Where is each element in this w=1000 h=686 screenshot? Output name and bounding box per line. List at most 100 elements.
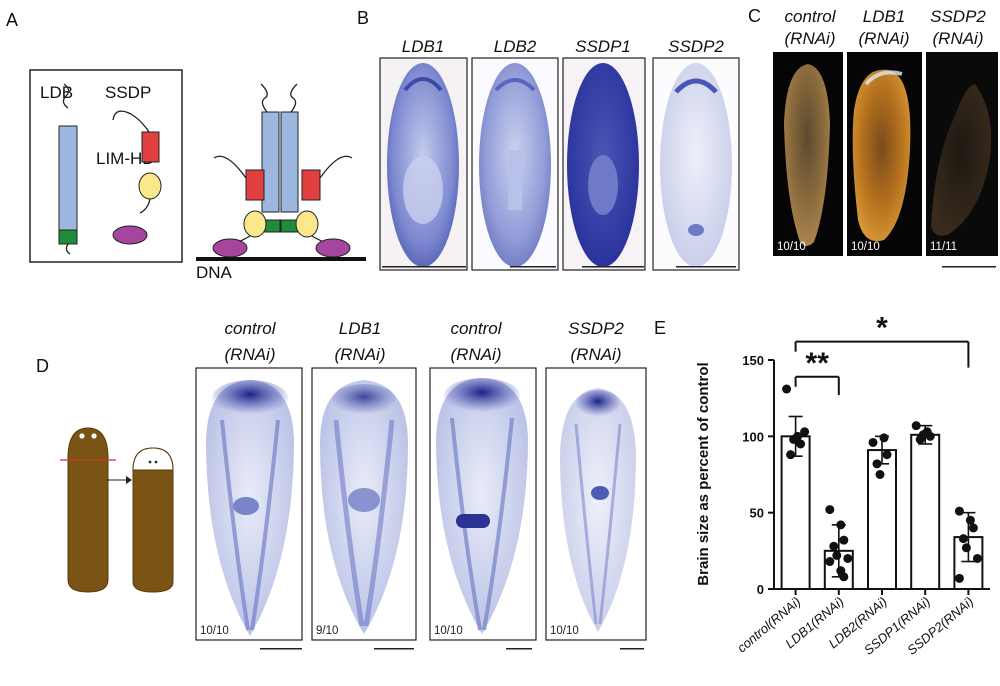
d-count-3: 10/10 xyxy=(434,625,463,637)
bar xyxy=(910,433,941,590)
ldb-tail xyxy=(62,83,70,109)
data-point xyxy=(800,427,810,437)
data-point xyxy=(829,541,839,551)
panel-letter-d: D xyxy=(36,356,49,376)
ldb-body-icon xyxy=(58,125,78,231)
data-point xyxy=(836,520,846,530)
c-label-2-line2: (RNAi) xyxy=(859,29,910,48)
complex-ldb-right xyxy=(280,111,299,213)
c-label-2-line1: LDB1 xyxy=(863,7,906,26)
complex-ssdp-left xyxy=(245,169,265,201)
worm-ssdp2 xyxy=(660,63,732,267)
data-point xyxy=(882,450,892,460)
cartoon-new-eye-left-icon xyxy=(148,460,152,464)
data-point xyxy=(965,515,975,525)
d-worm-1-nerve-right xyxy=(250,419,280,631)
scale-bar-b4 xyxy=(676,266,736,268)
d-worm-4-nerve-left xyxy=(574,423,598,625)
c-label-3-line2: (RNAi) xyxy=(933,29,984,48)
live-worm-ldb1 xyxy=(852,69,911,242)
complex-lim-right xyxy=(295,210,319,238)
d-label-1-line1: control xyxy=(224,319,276,338)
d-count-2: 9/10 xyxy=(316,625,338,637)
live-worm-ldb1-glare xyxy=(864,70,903,86)
worm-ldb2-pharynx xyxy=(508,150,522,210)
d-count-4: 10/10 xyxy=(550,625,579,637)
scale-bar-b1 xyxy=(382,266,466,268)
panel-e: E Brain size as percent of control 0 50 10… xyxy=(654,312,990,658)
y-tick-label: 150 xyxy=(742,353,764,368)
bar-chart: 050100150control(RNAi)LDB1(RNAi)LDB2(RNA… xyxy=(734,312,990,658)
worm-ssdp2-pharynx xyxy=(688,224,704,236)
c-count-2: 10/10 xyxy=(851,241,880,253)
d-worm-2-pharynx xyxy=(348,488,380,512)
label-ssdp: SSDP xyxy=(105,83,151,102)
c-count-1: 10/10 xyxy=(777,241,806,253)
data-point xyxy=(786,450,796,460)
panel-letter-a: A xyxy=(6,10,18,30)
worm-ldb2-brain xyxy=(494,78,536,92)
data-point xyxy=(839,572,849,582)
lim-domain-icon xyxy=(138,172,162,200)
live-worm-ssdp2 xyxy=(931,84,992,236)
y-tick-label: 50 xyxy=(750,506,764,521)
complex-ldb-left xyxy=(261,111,280,213)
data-point xyxy=(879,433,889,443)
d-worm-1-pharynx xyxy=(233,497,259,515)
cartoon-new-eye-right-icon xyxy=(154,460,158,464)
significance-label: ** xyxy=(806,347,830,380)
c-count-3: 11/11 xyxy=(930,241,957,253)
data-point xyxy=(911,421,921,431)
d-worm-1-brain xyxy=(212,380,288,416)
d-worm-3-nerve-right xyxy=(482,417,514,631)
complex-tail-left xyxy=(260,83,268,113)
d-label-4-line1: SSDP2 xyxy=(568,319,624,338)
chart-ylabel: Brain size as percent of control xyxy=(695,362,712,585)
d-worm-4-pharynx xyxy=(591,486,609,500)
panel-c: C control (RNAi) LDB1 (RNAi) SSDP2 (RNAi… xyxy=(748,6,998,268)
lim-linker xyxy=(139,198,151,214)
cartoon-eye-right-icon xyxy=(91,433,97,439)
panel-letter-b: B xyxy=(357,8,369,28)
data-point xyxy=(789,434,799,444)
data-point xyxy=(782,384,792,394)
d-label-1-line2: (RNAi) xyxy=(225,345,276,364)
live-worm-control xyxy=(784,64,830,246)
complex-ssdp-tail-right xyxy=(319,155,353,179)
ssdp-body-icon xyxy=(141,131,160,163)
d-worm-3-nerve-left xyxy=(450,417,482,631)
ldb-end xyxy=(65,243,71,255)
data-point xyxy=(918,430,928,440)
data-point xyxy=(972,553,982,563)
gene-label-ldb1: LDB1 xyxy=(402,37,445,56)
scale-bar-b3 xyxy=(582,266,644,268)
complex-hd-right xyxy=(315,238,351,258)
d-label-3-line2: (RNAi) xyxy=(451,345,502,364)
data-point xyxy=(839,535,849,545)
data-point xyxy=(961,543,971,553)
complex-lid-right xyxy=(280,219,299,233)
c-label-1-line2: (RNAi) xyxy=(785,29,836,48)
dna-line xyxy=(196,257,366,261)
panel-b: B LDB1 LDB2 SSDP1 SSDP2 xyxy=(357,8,740,271)
complex-hd-left xyxy=(212,238,248,258)
c-label-1-line1: control xyxy=(784,7,836,26)
data-point xyxy=(825,505,835,515)
d-worm-4-nerve-right xyxy=(598,423,622,625)
ldb-lid-domain-icon xyxy=(58,229,78,245)
panel-letter-e: E xyxy=(654,318,666,338)
d-label-3-line1: control xyxy=(450,319,502,338)
homeodomain-icon xyxy=(112,225,148,245)
d-count-1: 10/10 xyxy=(200,625,229,637)
scale-bar-d1 xyxy=(260,648,302,650)
scale-bar-d2 xyxy=(374,648,414,650)
panel-a: A LDB SSDP LIM-HD DNA xyxy=(6,10,366,282)
panel-d: D control (RNAi) LDB1 (RNAi) control (RN… xyxy=(36,319,647,650)
cartoon-arrow-head-icon xyxy=(126,476,132,484)
significance-label: * xyxy=(876,312,888,345)
d-worm-3 xyxy=(436,378,528,634)
data-point xyxy=(796,439,806,449)
d-worm-2-nerve-right xyxy=(363,419,395,627)
worm-ssdp1-pharynx xyxy=(588,155,618,215)
data-point xyxy=(832,550,842,560)
